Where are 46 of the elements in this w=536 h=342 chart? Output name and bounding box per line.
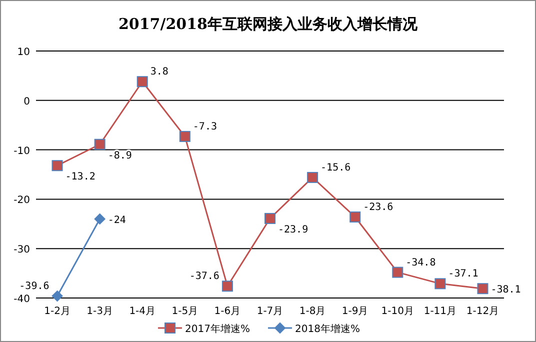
data-label: -39.6 (19, 281, 50, 292)
point (94, 213, 106, 224)
y-tick-label: 10 (17, 47, 30, 58)
point (392, 266, 404, 278)
x-tick-label: 1-5月 (172, 306, 198, 317)
legend-label: 2018年增速% (295, 323, 360, 335)
x-tick-label: 1-4月 (129, 306, 156, 317)
x-tick-label: 1-8月 (299, 306, 326, 317)
y-tick-label: -40 (14, 294, 30, 305)
point (52, 290, 63, 302)
data-label: -23.9 (278, 224, 308, 236)
x-tick-label: 1-3月 (86, 306, 113, 317)
data-label: -37.1 (448, 268, 478, 280)
x-tick-label: 1-10月 (381, 306, 414, 317)
data-label: -37.6 (189, 271, 220, 282)
y-tick-label: -30 (14, 244, 30, 256)
x-tick-label: 1-7月 (256, 306, 284, 317)
y-tick-label: 0 (24, 96, 30, 108)
point (307, 172, 318, 183)
x-tick-label: 1-2月 (44, 306, 70, 317)
data-label: -24 (108, 214, 126, 226)
data-label: -34.8 (406, 257, 436, 268)
data-label: -8.9 (108, 150, 132, 162)
y-tick-label: -10 (14, 146, 30, 157)
point (434, 278, 446, 290)
x-tick-label: 1-11月 (424, 306, 457, 317)
point (52, 160, 63, 172)
legend-label: 2017年增速% (185, 323, 250, 335)
data-label: 3.8 (150, 66, 168, 78)
point (350, 211, 361, 222)
data-label: -7.3 (192, 121, 218, 132)
point (179, 130, 190, 142)
point (222, 280, 233, 292)
chart-title: 2017/2018年互联网接入业务收入增长情况 (118, 15, 418, 33)
data-label: -15.6 (320, 162, 351, 174)
data-label: -13.2 (65, 172, 96, 183)
x-tick-label: 1-6月 (214, 306, 241, 317)
point (94, 138, 106, 150)
y-tick-label: -20 (14, 195, 30, 206)
data-label: -23.6 (363, 202, 394, 213)
data-label: -38.1 (490, 284, 521, 296)
point (477, 283, 488, 294)
point (136, 76, 148, 88)
x-tick-label: 1-9月 (342, 306, 368, 317)
x-tick-label: 1-12月 (466, 306, 500, 317)
point (264, 212, 276, 224)
